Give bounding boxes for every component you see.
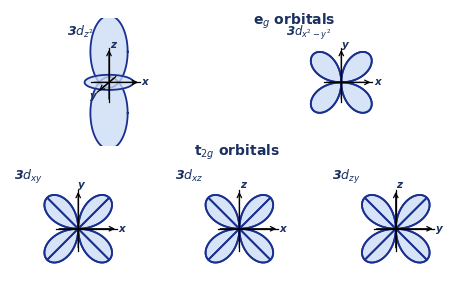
Polygon shape — [91, 16, 128, 88]
Polygon shape — [47, 198, 112, 263]
Text: 3$d_{xz}$: 3$d_{xz}$ — [175, 168, 204, 184]
Text: z: z — [396, 181, 402, 190]
Text: y: y — [90, 91, 97, 101]
Text: x: x — [142, 77, 148, 87]
Polygon shape — [365, 195, 429, 260]
Text: 3$d_{zy}$: 3$d_{zy}$ — [332, 168, 360, 186]
Polygon shape — [206, 198, 271, 263]
Text: x: x — [280, 224, 287, 234]
Text: y: y — [437, 224, 443, 234]
Polygon shape — [362, 198, 427, 263]
Polygon shape — [45, 195, 109, 260]
Polygon shape — [84, 75, 134, 90]
Polygon shape — [311, 52, 372, 82]
Polygon shape — [311, 82, 372, 113]
Text: 3$d_{z^2}$: 3$d_{z^2}$ — [67, 24, 94, 40]
Text: e$_g$ orbitals: e$_g$ orbitals — [253, 12, 335, 31]
Polygon shape — [208, 195, 273, 260]
Text: 3$d_{x^2-y^2}$: 3$d_{x^2-y^2}$ — [286, 24, 331, 42]
Text: x: x — [374, 77, 381, 87]
Text: z: z — [240, 181, 246, 190]
Text: 3$d_{xy}$: 3$d_{xy}$ — [14, 168, 43, 186]
Text: x: x — [119, 224, 126, 234]
Text: t$_{2g}$ orbitals: t$_{2g}$ orbitals — [194, 143, 280, 162]
Polygon shape — [91, 77, 128, 149]
Text: z: z — [110, 40, 116, 50]
Text: y: y — [342, 40, 349, 50]
Text: y: y — [79, 181, 85, 190]
